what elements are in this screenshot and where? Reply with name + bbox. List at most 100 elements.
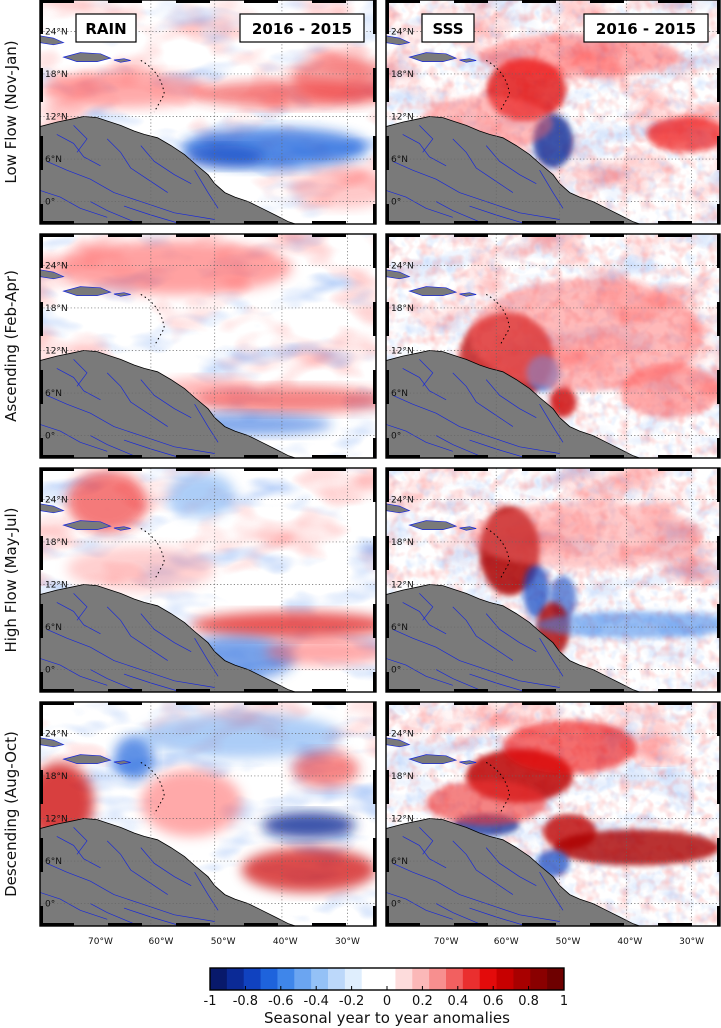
anomaly-patch: [522, 564, 550, 619]
lat-tick-label: 12°N: [45, 346, 68, 356]
lat-tick-label: 0°: [391, 432, 401, 442]
anomaly-patch: [479, 33, 680, 79]
caribbean-island: [408, 286, 458, 296]
caribbean-island: [113, 292, 131, 297]
anomaly-patch: [265, 638, 376, 666]
colorbar-cell: [328, 968, 346, 990]
row-label: Low Flow (Nov-Jan): [2, 40, 20, 183]
anomaly-patch: [619, 363, 720, 418]
lon-tick-label: 60°W: [149, 937, 174, 947]
lat-tick-label: 6°N: [45, 623, 62, 633]
colorbar-tick-label: 0.2: [412, 994, 433, 1009]
lesser-antilles: [140, 294, 165, 347]
lat-tick-label: 6°N: [391, 155, 408, 165]
lon-tick-label: 30°W: [335, 937, 360, 947]
lon-tick-label: 40°W: [273, 937, 298, 947]
lat-tick-label: 24°N: [391, 729, 414, 739]
anomaly-patch: [66, 546, 215, 592]
lon-tick-label: 50°W: [211, 937, 236, 947]
lat-tick-label: 6°N: [45, 389, 62, 399]
map-frame: [385, 0, 721, 225]
caribbean-island: [408, 52, 458, 62]
rivers: [386, 359, 564, 458]
colorbar-cell: [462, 968, 481, 990]
lat-tick-label: 0°: [45, 198, 55, 208]
lat-tick-label: 24°N: [391, 261, 414, 271]
caribbean-island: [62, 754, 112, 764]
map-panel-sss-row-4: 24°N 18°N 12°N 6°N 0°: [385, 701, 721, 927]
lon-tick-label: 40°W: [617, 937, 642, 947]
map-frame: [385, 701, 721, 927]
lesser-antilles: [485, 294, 511, 347]
colorbar-cell: [395, 968, 413, 990]
colorbar-cell: [429, 968, 447, 990]
caribbean-island: [113, 526, 131, 531]
map-panel-rain-row-3: 24°N 18°N 12°N 6°N 0°: [39, 467, 377, 693]
lon-tick-label: 30°W: [679, 937, 704, 947]
map-panel-rain-row-1: 24°N 18°N 12°N 6°N 0° RAIN 2016 - 2015: [39, 0, 377, 225]
caribbean-island: [40, 503, 65, 514]
map-frame: [39, 0, 377, 225]
graticule: [386, 702, 720, 926]
lon-tick-label: 70°W: [88, 937, 113, 947]
map-panel-sss-row-1: 24°N 18°N 12°N 6°N 0° SSS 2016 - 2015: [385, 0, 721, 225]
lat-tick-label: 6°N: [391, 389, 408, 399]
lat-tick-label: 24°N: [45, 27, 68, 37]
anomaly-patch: [469, 278, 704, 391]
lat-tick-label: 12°N: [45, 814, 68, 824]
rivers: [40, 359, 219, 458]
lesser-antilles: [485, 60, 511, 113]
lat-tick-label: 18°N: [391, 70, 414, 80]
colorbar-cell: [378, 968, 396, 990]
lat-tick-label: 6°N: [45, 155, 62, 165]
colorbar-cell: [260, 968, 278, 990]
lat-tick-label: 18°N: [45, 304, 68, 314]
colorbar-cell: [277, 968, 295, 990]
lat-tick-label: 24°N: [45, 261, 68, 271]
anomaly-patch: [469, 501, 704, 569]
anomaly-patch: [140, 713, 343, 758]
anomaly-patch: [140, 769, 242, 837]
difference-label-box: 2016 - 2015: [239, 13, 365, 43]
colorbar: -1 -0.8 -0.6 -0.4 -0.2 0 0.2 0.4 0.6 0.8 1 Seasona…: [204, 967, 568, 1027]
caribbean-island: [386, 503, 411, 514]
anomaly-patch: [56, 240, 293, 295]
lat-tick-label: 24°N: [45, 495, 68, 505]
colorbar-tick-label: 1: [560, 994, 568, 1009]
anomaly-patch: [113, 735, 155, 781]
caribbean-island: [40, 35, 65, 46]
anomaly-patch: [536, 611, 720, 639]
colorbar-tick-label: 0.8: [518, 994, 539, 1009]
lat-tick-label: 0°: [45, 666, 55, 676]
graticule: [40, 234, 376, 458]
graticule: [386, 468, 720, 692]
lat-tick-label: 0°: [391, 666, 401, 676]
map-panel-sss-row-2: 24°N 18°N 12°N 6°N 0°: [385, 233, 721, 459]
lesser-antilles: [485, 528, 511, 581]
column-title-sss: SSS: [421, 13, 475, 43]
map-frame: [385, 467, 721, 693]
lesser-antilles: [140, 60, 165, 113]
caribbean-island: [408, 520, 458, 530]
lat-tick-label: 18°N: [45, 70, 68, 80]
lat-tick-label: 12°N: [391, 346, 414, 356]
colorbar-tick-label: -0.6: [268, 994, 293, 1009]
anomaly-patch: [40, 71, 208, 108]
lat-tick-label: 0°: [45, 432, 55, 442]
lat-tick-label: 12°N: [391, 580, 414, 590]
lat-tick-label: 6°N: [45, 857, 62, 867]
caribbean-island: [113, 760, 131, 765]
colorbar-cell: [446, 968, 464, 990]
lat-tick-label: 24°N: [391, 27, 414, 37]
map-panel-sss-row-3: 24°N 18°N 12°N 6°N 0°: [385, 467, 721, 693]
colorbar-tick-label: -0.4: [304, 994, 329, 1009]
lesser-antilles: [140, 528, 165, 581]
column-title-rain: RAIN: [75, 13, 137, 43]
colorbar-cell: [479, 968, 498, 990]
colorbar-tick-label: -0.8: [233, 994, 258, 1009]
colorbar-title: Seasonal year to year anomalies: [264, 1009, 510, 1027]
colorbar-cell: [311, 968, 329, 990]
caribbean-island: [62, 52, 112, 62]
graticule: [386, 234, 720, 458]
